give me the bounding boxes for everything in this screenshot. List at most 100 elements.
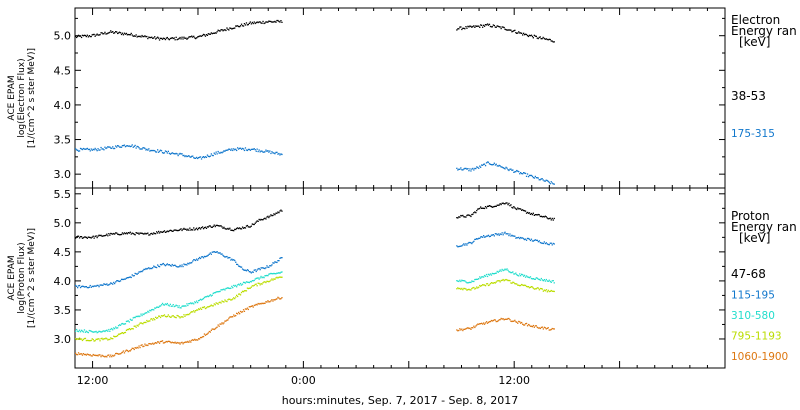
- proton-series-point: [117, 280, 120, 282]
- electron-series-point: [473, 169, 475, 171]
- proton-series-point: [233, 259, 235, 261]
- proton-series-point: [121, 351, 124, 353]
- proton-series-point: [222, 227, 224, 229]
- proton-series-point: [469, 327, 471, 329]
- proton-series-point: [117, 353, 119, 355]
- proton-series-point: [467, 327, 469, 329]
- proton-series-point: [480, 277, 482, 279]
- electron-series-point: [83, 148, 86, 150]
- proton-series-point: [503, 269, 505, 271]
- electron-series-point: [136, 145, 138, 148]
- proton-series-point: [183, 263, 185, 265]
- proton-series-point: [83, 353, 86, 356]
- proton-series-point: [228, 317, 230, 319]
- electron-series-point: [206, 34, 209, 36]
- proton-series-point: [485, 207, 488, 209]
- proton-series-point: [213, 292, 215, 294]
- proton-series-point: [211, 305, 213, 307]
- proton-series-point: [467, 282, 469, 284]
- proton-series-point: [225, 300, 227, 302]
- proton-series-point: [227, 257, 229, 259]
- electron-series-point: [117, 145, 119, 147]
- proton-series-point: [553, 217, 555, 220]
- proton-series-point: [109, 356, 111, 358]
- electron-series-point: [234, 27, 236, 29]
- proton-series-point: [521, 237, 523, 239]
- proton-series-point: [127, 277, 129, 279]
- proton-series-point: [241, 268, 244, 270]
- proton-series-point: [512, 320, 514, 322]
- proton-series-point: [267, 300, 269, 302]
- proton-series-point: [493, 282, 495, 284]
- proton-series-point: [248, 271, 250, 273]
- proton-series-point: [105, 355, 107, 357]
- proton-series-point: [494, 319, 496, 321]
- electron-series-point: [94, 35, 96, 37]
- proton-series-point: [494, 272, 496, 274]
- proton-series-point: [236, 294, 238, 296]
- electron-series-point: [203, 34, 206, 36]
- proton-series-point: [536, 287, 538, 289]
- electron-series-point: [149, 36, 151, 39]
- proton-series-point: [216, 224, 218, 226]
- proton-series-point: [518, 208, 520, 210]
- proton-series-point: [163, 230, 166, 232]
- electron-series-point: [456, 167, 458, 169]
- proton-series-point: [145, 267, 147, 270]
- proton-series-point: [176, 305, 178, 307]
- proton-series-point: [470, 328, 472, 330]
- electron-series-point: [219, 152, 221, 154]
- proton-series-point: [95, 235, 97, 237]
- electron-series-point: [467, 25, 469, 27]
- electron-series-point: [123, 32, 126, 34]
- electron-series-point: [137, 146, 139, 148]
- proton-series-point: [221, 289, 223, 291]
- proton-series-point: [262, 267, 264, 269]
- electron-series-point: [119, 146, 122, 148]
- electron-series-point: [164, 38, 167, 41]
- proton-series-point: [498, 270, 500, 272]
- electron-series-point: [119, 32, 122, 34]
- electron-series-point: [240, 148, 243, 150]
- electron-series-point: [263, 151, 265, 153]
- proton-series-point: [213, 251, 215, 253]
- proton-series-point: [280, 257, 282, 259]
- electron-series-point: [104, 146, 106, 148]
- electron-series-point: [204, 35, 207, 37]
- proton-series-point: [257, 277, 259, 279]
- proton-series-point: [136, 346, 138, 349]
- proton-series-point: [276, 276, 278, 278]
- proton-series-point: [132, 275, 134, 277]
- electron-series-point: [174, 153, 176, 155]
- electron-series-point: [79, 35, 82, 37]
- electron-series-point: [180, 38, 182, 40]
- electron-series-point: [530, 174, 533, 177]
- proton-series-point: [146, 312, 148, 314]
- electron-series-point: [170, 37, 172, 39]
- electron-series-point: [543, 37, 545, 40]
- electron-series-point: [480, 166, 482, 168]
- proton-series-point: [496, 270, 498, 273]
- proton-series-point: [537, 287, 539, 289]
- proton-series-point: [465, 216, 467, 218]
- proton-series-point: [131, 347, 133, 349]
- proton-series-point: [129, 318, 131, 320]
- electron-series-point: [168, 152, 170, 154]
- proton-series-point: [499, 233, 501, 235]
- proton-series-point: [99, 330, 101, 333]
- electron-series-point: [132, 35, 134, 37]
- proton-series-point: [80, 285, 83, 288]
- proton-series-point: [169, 316, 171, 318]
- proton-series-point: [151, 318, 153, 320]
- proton-series-point: [147, 267, 149, 270]
- proton-series-point: [483, 284, 486, 286]
- proton-series-point: [171, 315, 173, 317]
- electron-series-point: [497, 25, 499, 27]
- electron-series-point: [531, 35, 534, 38]
- electron-series-point: [125, 32, 128, 35]
- proton-series-point: [226, 228, 228, 230]
- proton-series-point: [270, 279, 272, 281]
- proton-series-point: [89, 236, 91, 239]
- proton-series-point: [467, 289, 469, 291]
- proton-series-point: [471, 280, 473, 282]
